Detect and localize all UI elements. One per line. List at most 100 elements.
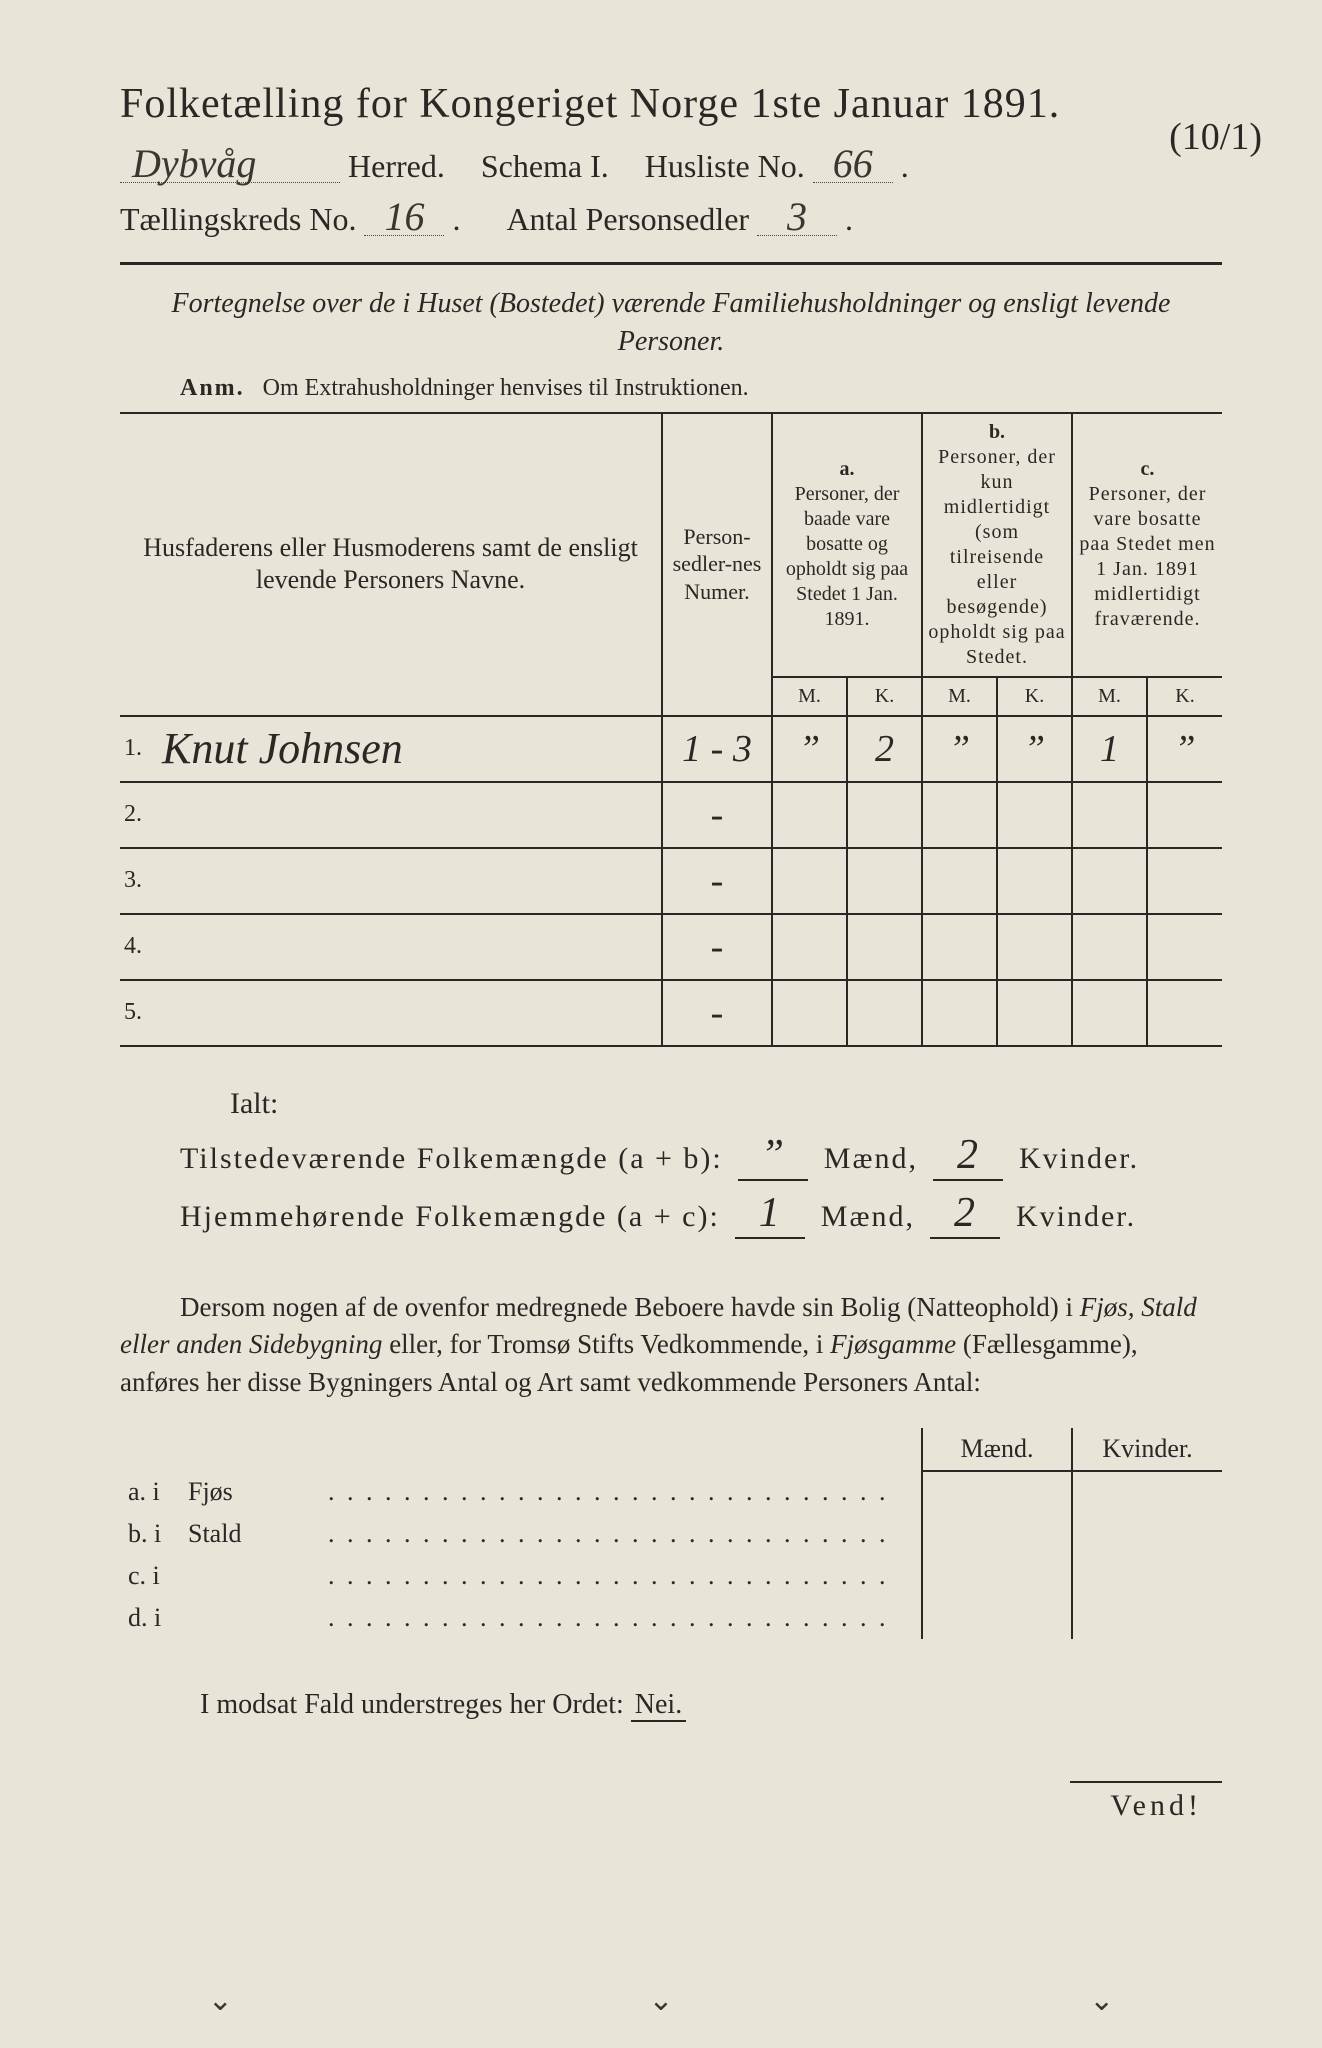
sub-row: b. iStald. . . . . . . . . . . . . . . .… — [120, 1513, 1222, 1555]
sub-table: Mænd. Kvinder. a. iFjøs. . . . . . . . .… — [120, 1428, 1222, 1639]
sub-lab: a. i — [120, 1471, 180, 1513]
b-k — [997, 848, 1072, 914]
sub-type: Stald — [180, 1513, 320, 1555]
c-m: 1 — [1072, 716, 1147, 782]
a-k — [847, 980, 922, 1046]
table-row: 3. - — [120, 848, 1222, 914]
c-k — [1147, 914, 1222, 980]
anm-label: Anm. — [180, 375, 245, 401]
kreds-value: 16 — [364, 199, 444, 236]
a-k-head: K. — [847, 677, 922, 716]
row-num: 5. — [120, 980, 150, 1046]
table-row: 5. - — [120, 980, 1222, 1046]
header-line-2: Dybvåg Herred. Schema I. Husliste No. 66… — [120, 146, 1222, 185]
sub-row: a. iFjøs. . . . . . . . . . . . . . . . … — [120, 1471, 1222, 1513]
name-cell — [150, 914, 662, 980]
sub-dots: . . . . . . . . . . . . . . . . . . . . … — [320, 1513, 922, 1555]
kreds-period: . — [452, 201, 460, 238]
table-row: 4. - — [120, 914, 1222, 980]
page-title: Folketælling for Kongeriget Norge 1ste J… — [120, 80, 1222, 128]
totals-1-label: Tilstedeværende Folkemængde (a + b): — [180, 1142, 723, 1175]
sub-dots: . . . . . . . . . . . . . . . . . . . . … — [320, 1471, 922, 1513]
col-nums: Person-sedler-nes Numer. — [662, 413, 772, 716]
subtitle: Fortegnelse over de i Huset (Bostedet) v… — [120, 285, 1222, 361]
sub-row: d. i. . . . . . . . . . . . . . . . . . … — [120, 1597, 1222, 1639]
row-num: 1. — [120, 716, 150, 782]
vend-label: Vend! — [1070, 1781, 1222, 1823]
sub-k — [1072, 1513, 1222, 1555]
margin-annotation: (10/1) — [1169, 115, 1262, 159]
row-num: 3. — [120, 848, 150, 914]
table-row: 1.Knut Johnsen1 - 3”2””1” — [120, 716, 1222, 782]
totals-1-m: ” — [738, 1131, 808, 1181]
herred-label: Herred. — [348, 148, 445, 185]
b-m — [922, 848, 997, 914]
col-c-text: Personer, der vare bosatte paa Stedet me… — [1079, 483, 1215, 630]
header-line-3: Tællingskreds No. 16 . Antal Personsedle… — [120, 199, 1222, 238]
col-a-text: Personer, der baade vare bosatte og opho… — [786, 483, 908, 630]
schema-label: Schema I. — [481, 148, 609, 185]
col-a: a. Personer, der baade vare bosatte og o… — [772, 413, 922, 677]
ialt-label: Ialt: — [230, 1087, 1222, 1121]
sub-k — [1072, 1555, 1222, 1597]
husliste-label: Husliste No. — [645, 148, 805, 185]
totals-kvinder-2: Kvinder. — [1016, 1200, 1136, 1233]
b-m: ” — [922, 716, 997, 782]
row-num: 4. — [120, 914, 150, 980]
col-c: c. Personer, der vare bosatte paa Stedet… — [1072, 413, 1222, 677]
sub-m — [922, 1555, 1072, 1597]
divider — [120, 262, 1222, 265]
a-m: ” — [772, 716, 847, 782]
sub-maend-head: Mænd. — [922, 1428, 1072, 1471]
kreds-label: Tællingskreds No. — [120, 201, 356, 238]
main-table: Husfaderens eller Husmoderens samt de en… — [120, 412, 1222, 1047]
binding-marks: ⌄ ⌄ ⌄ — [0, 1983, 1322, 2018]
col-a-label: a. — [840, 458, 855, 480]
row-num: 2. — [120, 782, 150, 848]
sub-m — [922, 1513, 1072, 1555]
modsat-text: I modsat Fald understreges her Ordet: — [200, 1689, 624, 1720]
mark-icon: ⌄ — [208, 1983, 233, 2018]
c-m-head: M. — [1072, 677, 1147, 716]
a-k — [847, 914, 922, 980]
sub-k — [1072, 1471, 1222, 1513]
nums-cell: - — [662, 980, 772, 1046]
nums-cell: - — [662, 914, 772, 980]
a-m — [772, 848, 847, 914]
c-k — [1147, 848, 1222, 914]
antal-label: Antal Personsedler — [506, 201, 749, 238]
b-k — [997, 980, 1072, 1046]
name-cell: Knut Johnsen — [150, 716, 662, 782]
a-k: 2 — [847, 716, 922, 782]
husliste-value: 66 — [813, 146, 893, 183]
a-m — [772, 980, 847, 1046]
anm-text: Om Extrahusholdninger henvises til Instr… — [263, 375, 749, 401]
sub-m — [922, 1597, 1072, 1639]
sub-kvinder-head: Kvinder. — [1072, 1428, 1222, 1471]
a-k — [847, 782, 922, 848]
antal-value: 3 — [757, 199, 837, 236]
sub-type: Fjøs — [180, 1471, 320, 1513]
name-cell — [150, 782, 662, 848]
nums-cell: - — [662, 848, 772, 914]
sub-m — [922, 1471, 1072, 1513]
col-b-text: Personer, der kun midlertidigt (som tilr… — [928, 446, 1065, 668]
anm-line: Anm. Om Extrahusholdninger henvises til … — [180, 375, 1222, 402]
b-k-head: K. — [997, 677, 1072, 716]
a-m — [772, 782, 847, 848]
sub-dots: . . . . . . . . . . . . . . . . . . . . … — [320, 1555, 922, 1597]
totals-1-k: 2 — [933, 1131, 1003, 1181]
sub-type — [180, 1597, 320, 1639]
b-k — [997, 782, 1072, 848]
nums-cell: - — [662, 782, 772, 848]
table-row: 2. - — [120, 782, 1222, 848]
totals-line-1: Tilstedeværende Folkemængde (a + b): ” M… — [180, 1131, 1222, 1181]
col-c-label: c. — [1141, 458, 1155, 480]
c-m — [1072, 980, 1147, 1046]
totals-maend-2: Mænd, — [821, 1200, 915, 1233]
sub-k — [1072, 1597, 1222, 1639]
totals-kvinder-1: Kvinder. — [1019, 1142, 1139, 1175]
sub-lab: d. i — [120, 1597, 180, 1639]
c-k: ” — [1147, 716, 1222, 782]
c-k-head: K. — [1147, 677, 1222, 716]
